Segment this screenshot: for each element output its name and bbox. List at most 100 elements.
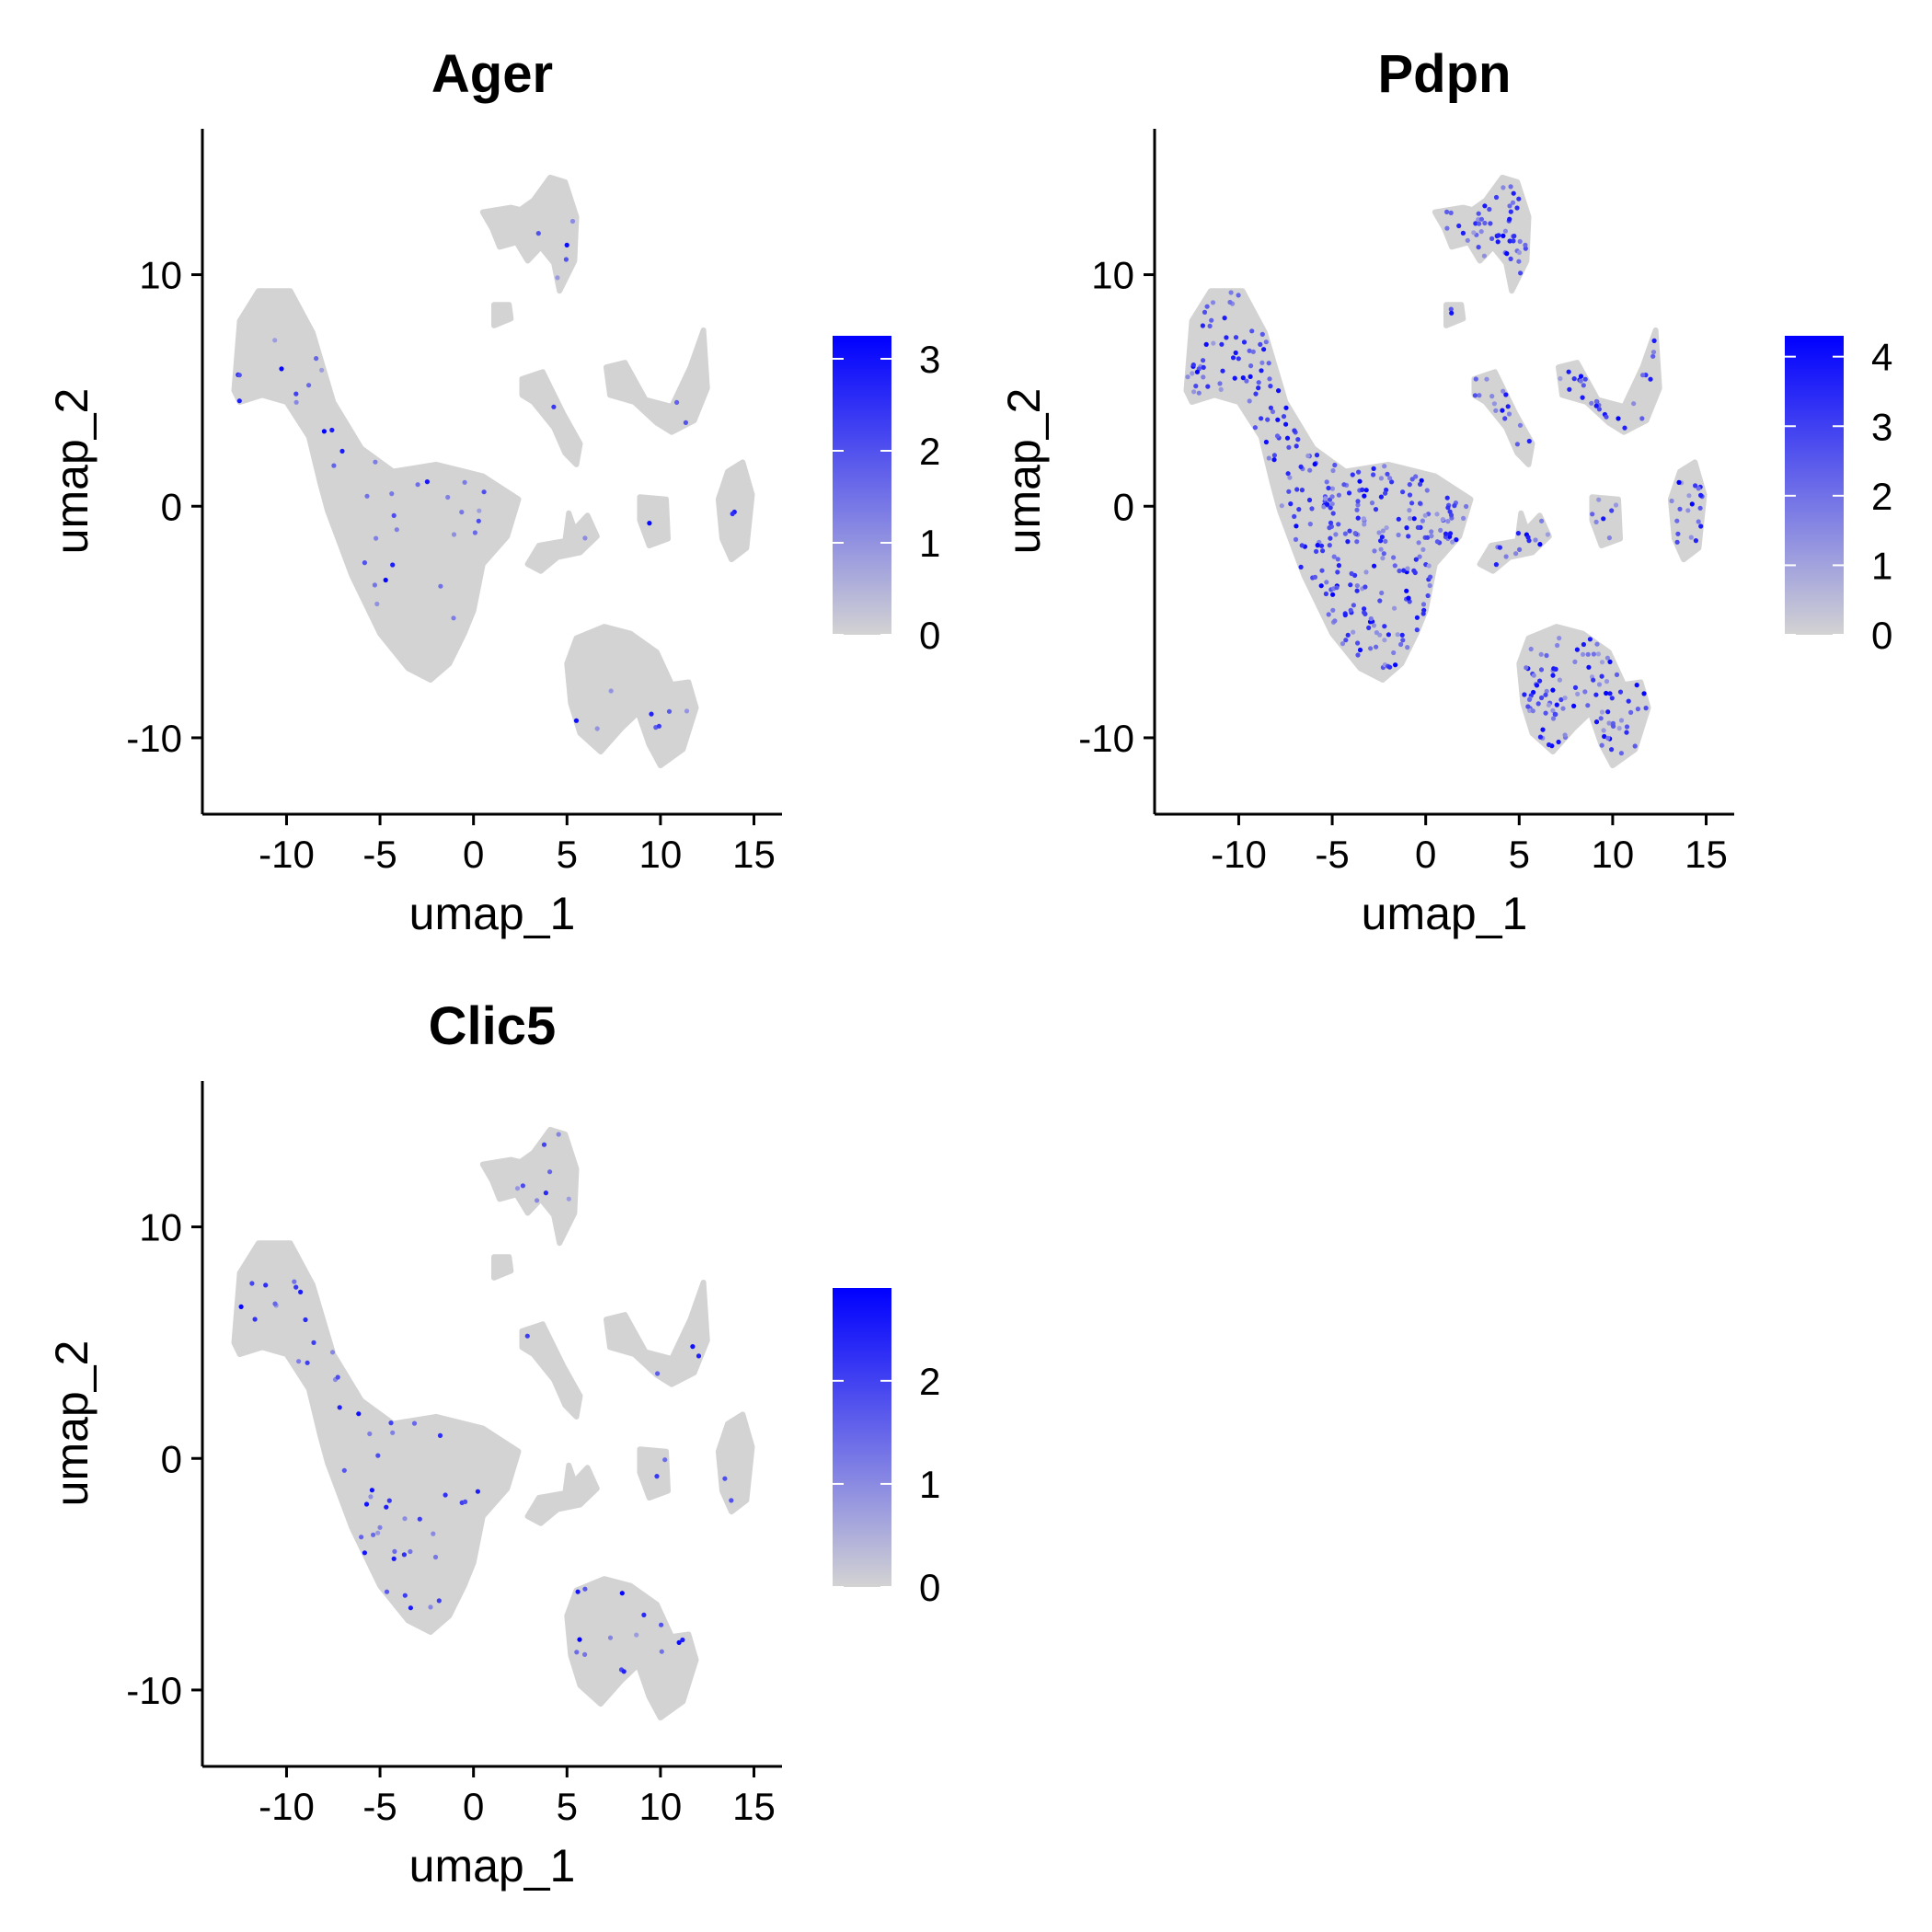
cell-point (1281, 414, 1287, 420)
cell-point (374, 535, 379, 541)
cell-point (1609, 696, 1615, 701)
cell-point (335, 1374, 340, 1380)
x-axis-label: umap_1 (409, 888, 576, 939)
cell-point (1336, 563, 1341, 569)
cell-point (1527, 707, 1533, 714)
cell-point (363, 1501, 370, 1507)
cluster-main (231, 288, 522, 683)
cell-point (1562, 732, 1568, 738)
colorbar-gradient (833, 1288, 891, 1587)
cell-point (1362, 522, 1367, 527)
cell-point (1378, 494, 1384, 500)
cell-point (1628, 709, 1634, 716)
cell-point (1378, 476, 1384, 481)
cell-point (1476, 245, 1481, 250)
cell-point (1591, 677, 1596, 683)
cell-point (1606, 720, 1612, 726)
cell-point (1544, 688, 1549, 694)
cell-point (1348, 607, 1353, 613)
colorbar-tick-label: 2 (919, 430, 940, 473)
cell-point (1276, 388, 1282, 394)
cell-point (1491, 401, 1497, 407)
cell-point (1376, 530, 1382, 535)
cell-point (1484, 376, 1489, 382)
cell-point (1604, 690, 1609, 696)
cell-point (383, 577, 388, 583)
cell-point (292, 1279, 297, 1284)
cell-point (1693, 483, 1698, 489)
cell-point (1477, 221, 1482, 226)
cell-point (1495, 239, 1501, 245)
cell-point (1386, 632, 1391, 638)
cell-point (1604, 679, 1610, 684)
cluster-small-v (524, 1462, 600, 1526)
cell-point (1487, 206, 1492, 213)
cell-point (535, 1198, 540, 1203)
cell-point (1379, 535, 1385, 540)
cell-point (1599, 742, 1604, 748)
cell-point (1511, 238, 1516, 244)
cell-point (1271, 457, 1277, 463)
cell-point (1409, 500, 1415, 506)
cell-point (1578, 378, 1583, 384)
cell-point (359, 1535, 364, 1540)
cell-point (1493, 194, 1500, 201)
cell-point (1378, 538, 1384, 544)
cell-point (1525, 704, 1531, 709)
cell-point (1305, 453, 1311, 459)
cell-point (1360, 487, 1365, 493)
cell-point (432, 1554, 439, 1560)
cell-point (582, 1651, 588, 1657)
cell-point (1650, 353, 1656, 359)
cell-point (1222, 316, 1227, 321)
cell-point (1460, 230, 1466, 236)
cell-point (415, 482, 420, 488)
cell-point (1508, 184, 1513, 190)
colorbar-tick-label: 2 (1871, 475, 1892, 518)
cell-point (1538, 651, 1544, 657)
cell-point (1354, 588, 1360, 593)
cell-point (659, 1622, 664, 1627)
cell-point (1493, 562, 1499, 568)
cell-point (367, 1431, 373, 1437)
cell-point (1332, 618, 1338, 624)
cell-point (1357, 478, 1363, 484)
y-tick-label: 0 (1113, 485, 1134, 528)
cell-point (1696, 486, 1701, 491)
y-axis-label: umap_2 (998, 388, 1050, 555)
cell-point (1373, 507, 1379, 512)
cell-point (1516, 249, 1522, 256)
cell-point (451, 615, 456, 621)
y-tick-label: 10 (139, 1206, 182, 1249)
y-tick-label: 10 (1091, 254, 1134, 297)
y-axis-label: umap_2 (46, 388, 98, 555)
cluster-wing-right (604, 328, 710, 435)
cell-point (1456, 223, 1462, 229)
cell-point (1261, 347, 1267, 352)
cell-point (1354, 507, 1360, 512)
cell-point (1330, 511, 1336, 516)
cell-point (337, 1405, 342, 1410)
cell-point (238, 1304, 244, 1309)
cell-point (1640, 373, 1646, 378)
cell-point (1397, 568, 1402, 574)
cell-point (1363, 569, 1369, 575)
cell-point (1546, 702, 1552, 707)
x-tick-label: -10 (259, 1785, 315, 1828)
cluster-bottom-cluster (564, 1576, 699, 1721)
cell-point (1286, 489, 1292, 494)
cell-point (1332, 462, 1338, 468)
cell-point (391, 512, 397, 519)
cell-point (683, 420, 689, 425)
cell-point (1550, 707, 1556, 714)
cell-point (659, 1649, 664, 1654)
cell-point (1230, 355, 1236, 361)
cell-cloud (1183, 174, 1708, 769)
cell-point (1614, 672, 1620, 678)
cell-point (1616, 726, 1622, 731)
cell-point (1355, 652, 1361, 658)
cell-point (1634, 683, 1639, 688)
cell-point (1440, 517, 1445, 523)
